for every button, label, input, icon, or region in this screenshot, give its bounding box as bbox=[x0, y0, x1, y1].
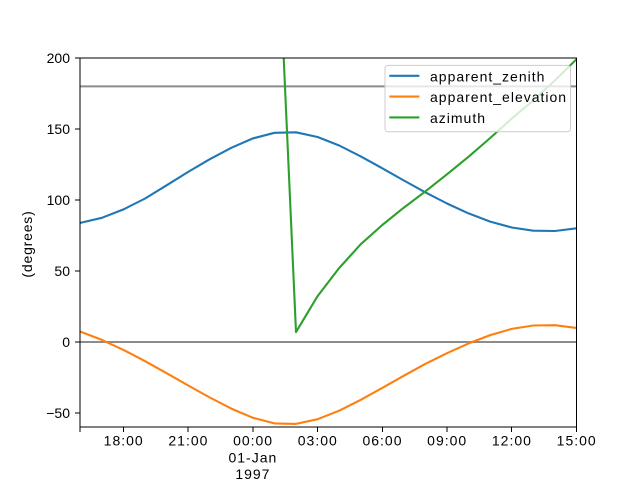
svg-text:0: 0 bbox=[62, 334, 70, 350]
svg-text:06:00: 06:00 bbox=[362, 433, 402, 449]
svg-text:apparent_elevation: apparent_elevation bbox=[430, 89, 567, 105]
svg-text:100: 100 bbox=[47, 192, 71, 208]
svg-text:12:00: 12:00 bbox=[492, 433, 532, 449]
svg-text:150: 150 bbox=[47, 121, 71, 137]
svg-text:18:00: 18:00 bbox=[104, 433, 144, 449]
svg-text:(degrees): (degrees) bbox=[19, 210, 35, 277]
svg-text:50: 50 bbox=[54, 263, 70, 279]
svg-text:01-Jan: 01-Jan bbox=[228, 450, 277, 466]
svg-text:apparent_zenith: apparent_zenith bbox=[430, 68, 545, 84]
svg-text:1997: 1997 bbox=[235, 466, 270, 480]
svg-text:09:00: 09:00 bbox=[427, 433, 467, 449]
svg-text:azimuth: azimuth bbox=[430, 110, 486, 126]
svg-text:21:00: 21:00 bbox=[168, 433, 208, 449]
svg-text:00:00: 00:00 bbox=[233, 433, 273, 449]
svg-text:15:00: 15:00 bbox=[557, 433, 597, 449]
svg-text:200: 200 bbox=[47, 50, 71, 66]
svg-text:−50: −50 bbox=[46, 405, 70, 421]
svg-text:03:00: 03:00 bbox=[298, 433, 338, 449]
